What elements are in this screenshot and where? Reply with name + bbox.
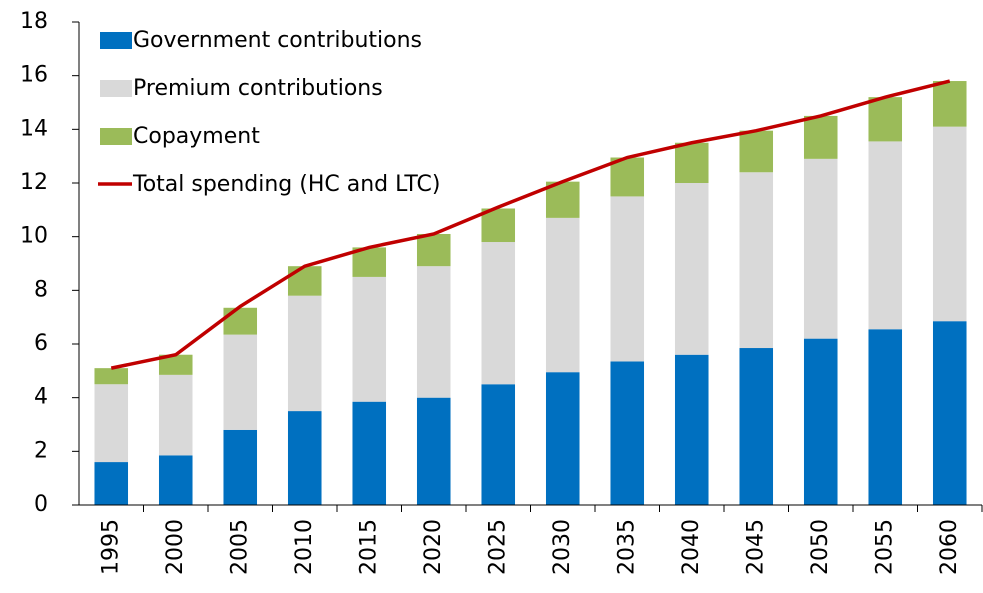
x-tick-label: 2005 <box>227 519 252 575</box>
legend-swatch <box>100 32 132 49</box>
bar <box>803 338 838 505</box>
bar <box>416 397 451 505</box>
legend-label: Copayment <box>133 124 260 149</box>
x-tick-label: 2000 <box>163 519 188 575</box>
bar <box>287 295 322 412</box>
bar <box>868 329 903 505</box>
x-tick-label: 2060 <box>937 519 962 575</box>
line <box>110 79 951 370</box>
bar <box>481 384 516 505</box>
bar <box>94 462 129 505</box>
legend-label: Premium contributions <box>133 76 383 101</box>
x-tick-label: 2010 <box>292 519 317 575</box>
y-tick-label: 14 <box>20 116 48 141</box>
bar <box>545 217 580 373</box>
legend-swatch <box>100 80 132 97</box>
x-tick-label: 2030 <box>550 519 575 575</box>
bar <box>674 142 709 183</box>
x-tick-label: 2045 <box>743 519 768 575</box>
bar <box>674 183 709 355</box>
bar <box>932 126 967 322</box>
bar <box>94 368 129 385</box>
x-tick-label: 2025 <box>485 519 510 575</box>
bar <box>739 348 774 505</box>
bar <box>803 115 838 159</box>
bar <box>481 208 516 243</box>
x-tick-label: 2035 <box>614 519 639 575</box>
legend-label: Government contributions <box>133 28 422 53</box>
bar <box>932 81 967 127</box>
y-tick-label: 18 <box>20 9 48 34</box>
y-tick-label: 8 <box>34 277 48 302</box>
y-tick-label: 16 <box>20 63 48 88</box>
y-tick-label: 0 <box>34 492 48 517</box>
bar <box>932 321 967 505</box>
legend-swatch <box>100 128 132 145</box>
x-tick-label: 2050 <box>808 519 833 575</box>
x-tick-label: 1995 <box>98 519 123 575</box>
bar <box>223 307 258 335</box>
bar <box>223 334 258 430</box>
bar <box>610 196 645 362</box>
bar <box>287 266 322 296</box>
x-tick-label: 2055 <box>872 519 897 575</box>
bar <box>352 401 387 505</box>
y-tick-label: 6 <box>34 331 48 356</box>
bar <box>674 354 709 505</box>
y-tick-label: 2 <box>34 438 48 463</box>
bar <box>739 172 774 349</box>
legend-label: Total spending (HC and LTC) <box>132 172 440 197</box>
bar <box>94 384 129 463</box>
bar <box>610 157 645 197</box>
bar <box>803 158 838 339</box>
x-tick-label: 2040 <box>679 519 704 575</box>
bar <box>158 455 193 505</box>
x-tick-label: 2020 <box>421 519 446 575</box>
bar <box>416 233 451 267</box>
x-tick-label: 2015 <box>356 519 381 575</box>
y-tick-label: 12 <box>20 170 48 195</box>
bar <box>287 411 322 505</box>
bar <box>610 361 645 505</box>
bar <box>416 266 451 398</box>
bar <box>158 374 193 456</box>
bar <box>545 372 580 505</box>
bar <box>223 429 258 505</box>
bar <box>158 354 193 375</box>
y-tick-label: 10 <box>20 224 48 249</box>
bar <box>352 276 387 402</box>
bar <box>868 141 903 330</box>
y-tick-label: 4 <box>34 385 48 410</box>
bar <box>481 242 516 385</box>
bar <box>868 97 903 142</box>
bar <box>739 130 774 173</box>
